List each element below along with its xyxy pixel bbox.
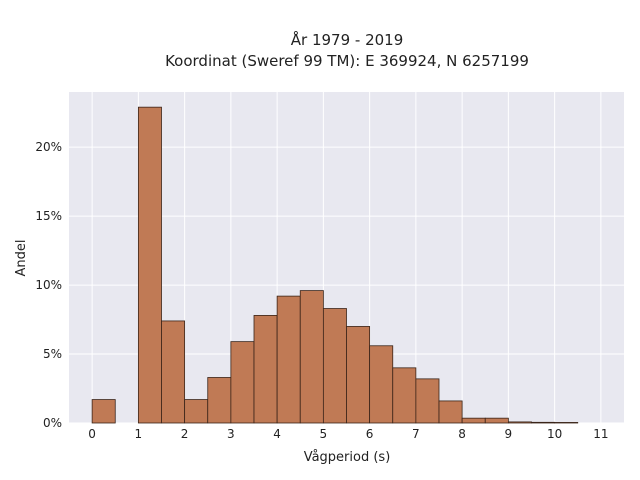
histogram-bar-7 <box>276 295 301 424</box>
y-tick-label-2: 10% <box>35 278 62 292</box>
histogram-bar-8 <box>299 290 324 424</box>
x-tick-label-4: 4 <box>273 427 281 441</box>
y-tick-label-3: 15% <box>35 209 62 223</box>
histogram-bar-11 <box>369 345 394 424</box>
y-tick-label-0: 0% <box>43 416 62 430</box>
x-tick-label-3: 3 <box>227 427 235 441</box>
x-tick-label-1: 1 <box>135 427 143 441</box>
x-tick-label-6: 6 <box>366 427 374 441</box>
chart-title: År 1979 - 2019 <box>291 30 404 49</box>
histogram-bar-10 <box>346 326 371 424</box>
histogram-bar-18 <box>531 421 556 424</box>
histogram-bar-4 <box>207 377 232 424</box>
y-tick-label-4: 20% <box>35 140 62 154</box>
histogram-bar-15 <box>461 417 486 424</box>
histogram-bar-12 <box>392 367 417 424</box>
histogram-bar-0 <box>91 399 116 424</box>
x-tick-label-9: 9 <box>505 427 513 441</box>
bars <box>91 106 579 424</box>
histogram-bar-1 <box>137 106 162 424</box>
x-axis-ticks: 0 1 2 3 4 5 6 7 8 9 10 11 <box>88 427 608 441</box>
x-tick-label-2: 2 <box>181 427 189 441</box>
x-tick-label-0: 0 <box>88 427 96 441</box>
histogram-bar-9 <box>322 308 347 424</box>
histogram-bar-3 <box>184 399 209 424</box>
histogram-bar-6 <box>253 315 278 424</box>
histogram-bar-2 <box>161 320 186 424</box>
x-tick-label-5: 5 <box>320 427 328 441</box>
x-tick-label-11: 11 <box>593 427 608 441</box>
chart-subtitle: Koordinat (Sweref 99 TM): E 369924, N 62… <box>165 52 529 70</box>
y-axis-label: Andel <box>14 240 29 277</box>
x-tick-label-8: 8 <box>458 427 466 441</box>
x-tick-label-10: 10 <box>547 427 562 441</box>
x-axis-label: Vågperiod (s) <box>304 450 391 465</box>
histogram-bar-16 <box>484 417 509 424</box>
histogram-bar-14 <box>438 400 463 424</box>
histogram-bar-13 <box>415 378 440 424</box>
histogram-bar-19 <box>554 422 579 424</box>
histogram-bar-5 <box>230 341 255 424</box>
y-tick-label-1: 5% <box>43 347 62 361</box>
histogram-bar-17 <box>507 421 532 424</box>
y-axis-ticks: 0% 5% 10% 15% 20% <box>35 140 62 430</box>
x-tick-label-7: 7 <box>412 427 420 441</box>
